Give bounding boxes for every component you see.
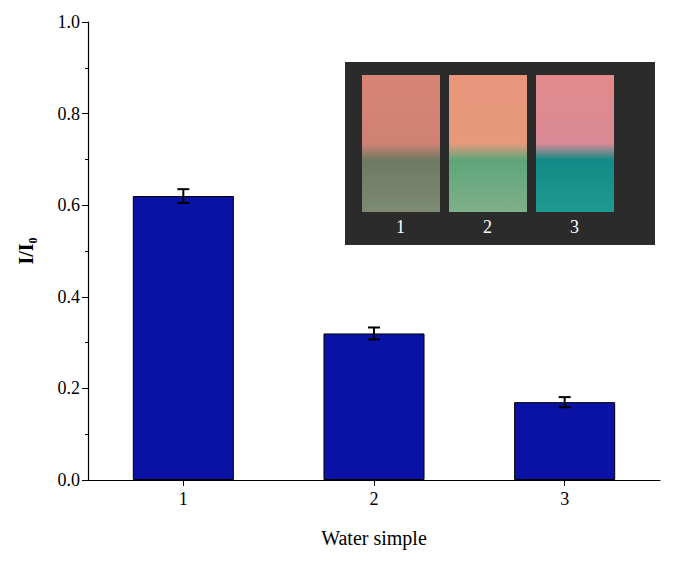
svg-text:Water simple: Water simple <box>321 527 427 550</box>
svg-text:0.0: 0.0 <box>58 470 81 490</box>
svg-text:0.6: 0.6 <box>58 195 81 215</box>
svg-text:3: 3 <box>560 489 569 509</box>
svg-text:0.4: 0.4 <box>58 287 81 307</box>
svg-text:0.2: 0.2 <box>58 378 81 398</box>
svg-text:3: 3 <box>570 217 579 237</box>
svg-text:1: 1 <box>396 217 405 237</box>
svg-text:1: 1 <box>179 489 188 509</box>
svg-text:I/I₀: I/I₀ <box>15 237 37 264</box>
svg-text:0.8: 0.8 <box>58 104 81 124</box>
svg-text:2: 2 <box>483 217 492 237</box>
svg-text:2: 2 <box>370 489 379 509</box>
svg-text:1.0: 1.0 <box>58 12 81 32</box>
